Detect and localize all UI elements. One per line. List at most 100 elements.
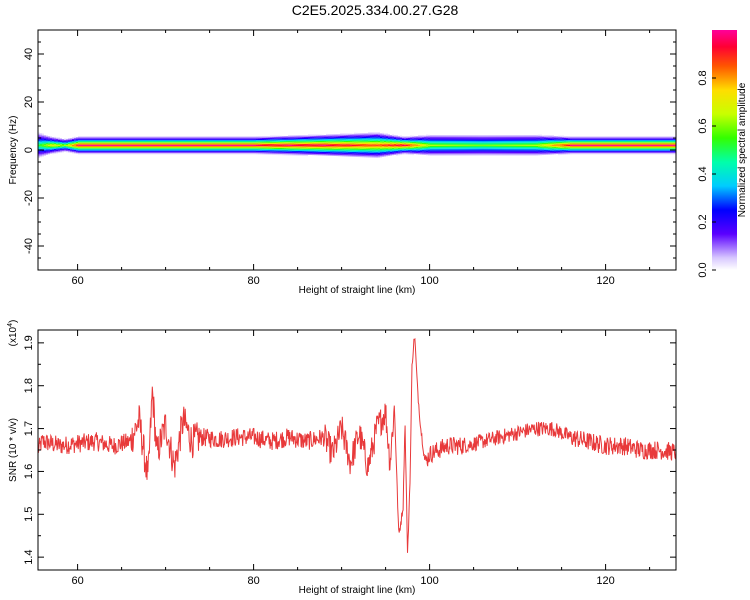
spectrogram-cell: [184, 136, 186, 138]
spectrogram-cell: [292, 151, 294, 154]
spectrogram-cell: [350, 150, 352, 152]
spectrogram-cell: [560, 141, 562, 144]
spectrogram-cell: [604, 147, 606, 149]
spectrogram-cell: [480, 143, 482, 145]
spectrogram-cell: [518, 148, 520, 150]
spectrogram-cell: [590, 136, 592, 138]
spectrogram-cell: [532, 135, 534, 137]
spectrogram-cell: [200, 141, 202, 143]
spectrogram-cell: [428, 150, 430, 152]
spectrogram-cell: [116, 153, 118, 155]
spectrogram-cell: [412, 141, 414, 144]
spectrogram-cell: [280, 139, 282, 141]
spectrogram-cell: [126, 148, 128, 150]
spectrogram-cell: [116, 141, 118, 143]
spectrogram-cell: [554, 137, 556, 139]
spectrogram-cell: [158, 139, 160, 142]
spectrogram-cell: [194, 143, 196, 145]
spectrogram-cell: [544, 144, 546, 146]
spectrogram-cell: [54, 139, 56, 141]
spectrogram-cell: [116, 150, 118, 152]
spectrogram-cell: [576, 153, 578, 155]
spectrogram-cell: [574, 145, 576, 148]
spectrogram-cell: [498, 139, 500, 142]
spectrogram-cell: [504, 148, 506, 150]
spectrogram-cell: [504, 139, 506, 142]
spectrogram-cell: [422, 141, 424, 143]
spectrogram-cell: [446, 137, 448, 139]
spectrogram-cell: [578, 145, 580, 148]
spectrogram-cell: [588, 138, 590, 140]
spectrogram-cell: [550, 145, 552, 148]
spectrogram-cell: [462, 142, 464, 144]
spectrogram-cell: [362, 145, 364, 147]
spectrogram-cell: [426, 144, 428, 146]
spectrogram-cell: [208, 153, 210, 155]
spectrogram-cell: [260, 146, 262, 148]
spectrogram-cell: [434, 154, 436, 156]
spectrogram-cell: [616, 144, 618, 146]
spectrogram-cell: [292, 136, 294, 138]
spectrogram-cell: [166, 150, 168, 152]
spectrogram-cell: [588, 144, 590, 146]
spectrogram-cell: [166, 141, 168, 143]
spectrogram-cell: [364, 142, 366, 145]
spectrogram-cell: [476, 154, 478, 156]
spectrogram-cell: [558, 145, 560, 147]
spectrogram-cell: [342, 147, 344, 150]
spectrogram-cell: [290, 137, 292, 139]
spectrogram-cell: [654, 151, 656, 154]
spectrogram-cell: [104, 151, 106, 154]
spectrogram-cell: [596, 145, 598, 148]
spectrogram-cell: [524, 147, 526, 149]
spectrogram-cell: [276, 144, 278, 146]
spectrogram-cell: [72, 144, 74, 147]
spectrogram-cell: [454, 138, 456, 140]
spectrogram-cell: [570, 147, 572, 149]
spectrogram-cell: [436, 136, 438, 138]
spectrogram-cell: [200, 147, 202, 149]
spectrogram-cell: [582, 141, 584, 143]
spectrogram-cell: [248, 138, 250, 140]
spectrogram-cell: [476, 148, 478, 150]
spectrogram-cell: [478, 136, 480, 138]
spectrogram-cell: [556, 146, 558, 149]
spectrogram-cell: [578, 149, 580, 151]
spectrogram-cell: [136, 139, 138, 142]
spectrogram-cell: [172, 136, 174, 138]
spectrogram-cell: [190, 137, 192, 139]
spectrogram-cell: [332, 141, 334, 143]
spectrogram-cell: [270, 140, 272, 142]
spectrogram-cell: [496, 150, 498, 152]
spectrogram-cell: [374, 140, 376, 143]
spectrogram-cell: [178, 136, 180, 138]
spectrogram-cell: [60, 147, 62, 150]
spectrogram-cell: [602, 145, 604, 148]
spectrogram-cell: [262, 142, 264, 144]
spectrogram-cell: [620, 144, 622, 146]
spectrogram-cell: [256, 139, 258, 142]
spectrogram-cell: [508, 145, 510, 148]
spectrogram-cell: [228, 150, 230, 152]
spectrogram-cell: [284, 143, 286, 145]
spectrogram-cell: [168, 149, 170, 151]
spectrogram-cell: [114, 143, 116, 145]
spectrogram-cell: [550, 144, 552, 147]
spectrogram-cell: [456, 138, 458, 140]
spectrogram-cell: [204, 145, 206, 148]
spectrogram-cell: [316, 144, 318, 146]
spectrogram-cell: [144, 148, 146, 150]
spectrogram-cell: [642, 139, 644, 142]
spectrogram-cell: [326, 144, 328, 146]
spectrogram-cell: [234, 149, 236, 151]
spectrogram-cell: [532, 151, 534, 154]
spectrogram-cell: [152, 148, 154, 150]
spectrogram-cell: [216, 147, 218, 149]
spectrogram-cell: [536, 142, 538, 144]
spectrogram-cell: [204, 136, 206, 138]
spectrogram-cell: [640, 141, 642, 143]
spectrogram-cell: [596, 136, 598, 138]
spectrogram-cell: [486, 142, 488, 144]
spectrogram-cell: [416, 143, 418, 145]
spectrogram-cell: [414, 146, 416, 149]
